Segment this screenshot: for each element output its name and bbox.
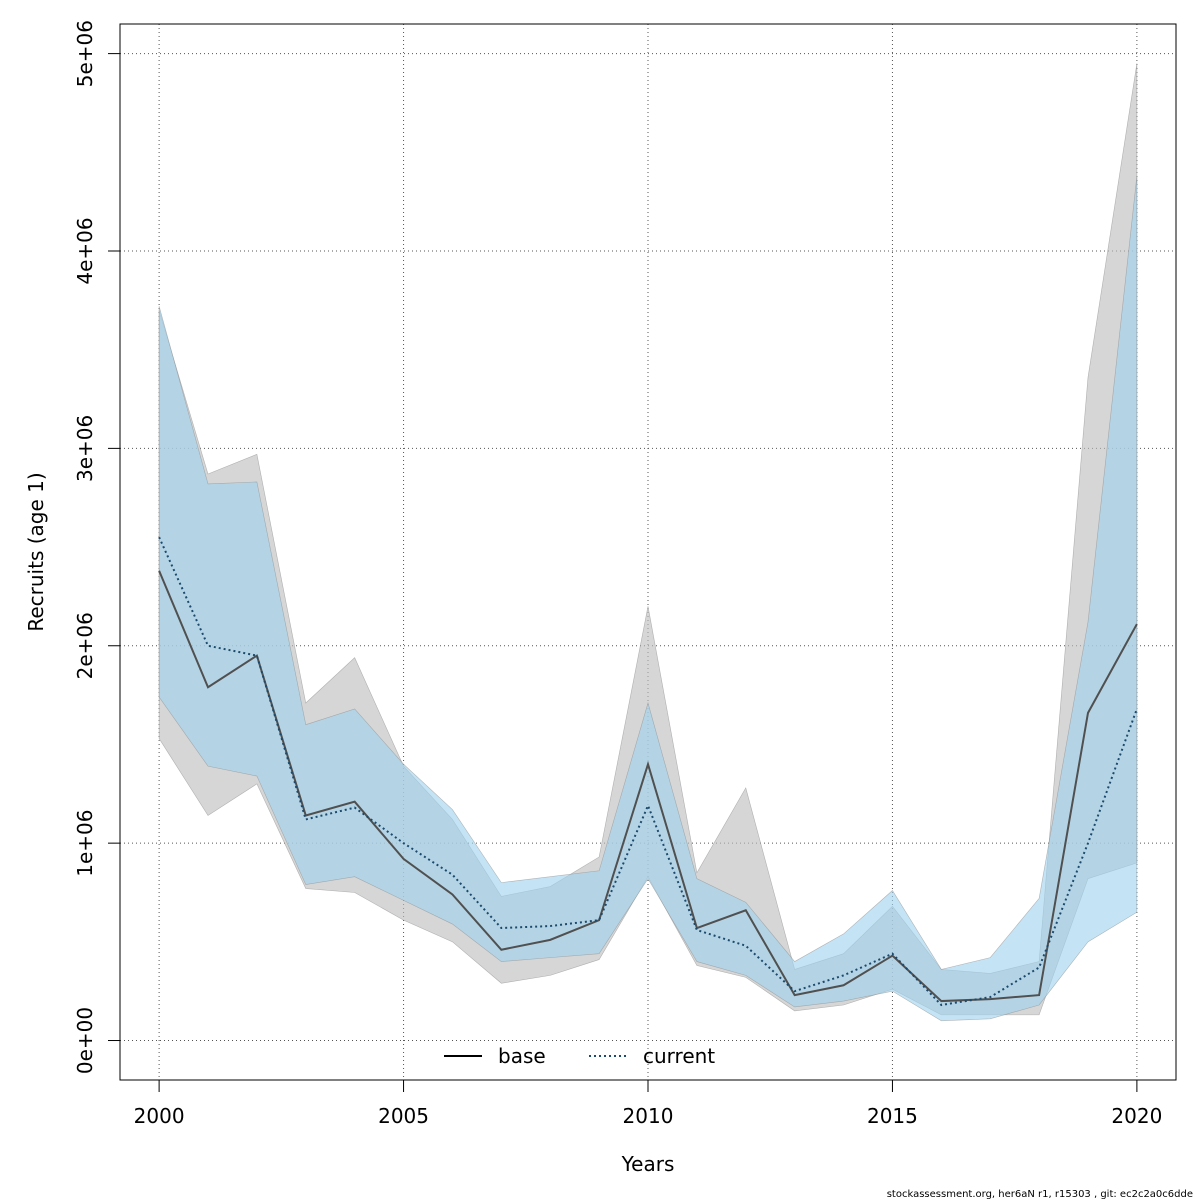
series-line-current (158, 536, 1138, 1007)
legend-label-current: current (643, 1044, 715, 1068)
y-tick-label: 5e+06 (73, 20, 97, 87)
x-tick-label: 2010 (623, 1104, 674, 1128)
y-tick-label: 4e+06 (73, 217, 97, 284)
x-axis-title: Years (621, 1152, 675, 1176)
confidence-band-current (158, 175, 1138, 1022)
x-tick-label: 2015 (867, 1104, 918, 1128)
footer-text: stockassessment.org, her6aN r1, r15303 ,… (887, 1189, 1193, 1200)
grid-lines (120, 24, 1176, 1080)
axes: 2000 2005 2010 2015 2020 0e+00 1e+06 2e+06 3e+06… (73, 20, 1162, 1128)
y-tick-label: 3e+06 (73, 415, 97, 482)
confidence-bands (158, 63, 1138, 1022)
legend: base current (444, 1044, 715, 1068)
series-lines (158, 536, 1138, 1007)
x-tick-label: 2020 (1111, 1104, 1162, 1128)
x-tick-label: 2005 (378, 1104, 429, 1128)
x-tick-label: 2000 (134, 1104, 185, 1128)
legend-label-base: base (498, 1044, 546, 1068)
y-tick-label: 0e+00 (73, 1007, 97, 1074)
y-tick-label: 1e+06 (73, 810, 97, 877)
series-line-base (158, 570, 1138, 1003)
y-tick-label: 2e+06 (73, 612, 97, 679)
y-axis-title: Recruits (age 1) (24, 472, 48, 631)
